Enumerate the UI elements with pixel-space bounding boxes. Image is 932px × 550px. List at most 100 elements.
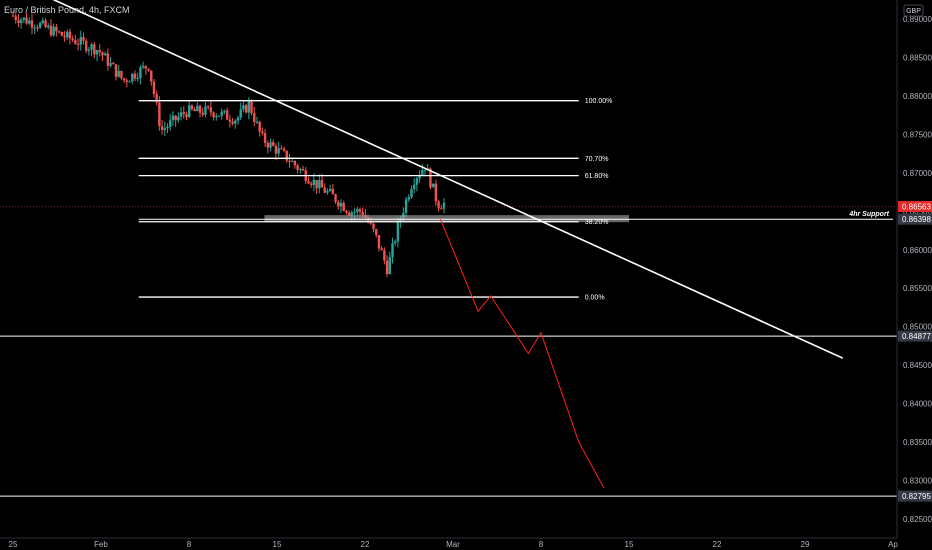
current-price-badge: 0.86563 (898, 201, 932, 213)
candle (22, 17, 26, 24)
fib-level-label: 0.00% (585, 295, 605, 302)
candle (163, 121, 166, 137)
candle-body (14, 16, 17, 21)
candle (345, 209, 348, 215)
candle-body (423, 169, 427, 171)
price-tick-label: 0.85000 (903, 323, 932, 332)
candle-body (28, 20, 31, 24)
candle-body (87, 49, 91, 51)
candle (307, 176, 310, 185)
candle (90, 42, 93, 57)
candle (28, 17, 31, 25)
time-tick-label: 15 (625, 540, 634, 549)
candle (318, 174, 321, 194)
candle-body (396, 222, 400, 242)
candle-body (84, 40, 88, 51)
candle (385, 255, 389, 277)
candle (169, 113, 172, 131)
candle-body (353, 211, 356, 213)
candle-body (328, 188, 332, 191)
candle-body (274, 145, 278, 154)
time-tick-label: 25 (9, 540, 18, 549)
badge-label: 0.86563 (902, 203, 931, 212)
candle (17, 14, 20, 28)
candle (372, 222, 375, 233)
candle-body (185, 114, 188, 117)
candle (380, 246, 383, 251)
candle-body (139, 67, 142, 79)
candle-body (141, 65, 145, 68)
candle (71, 35, 74, 42)
candle-body (301, 169, 305, 171)
candle-body (342, 202, 345, 211)
candle-body (155, 94, 158, 103)
candle-body (434, 183, 438, 202)
candle (255, 116, 259, 124)
price-tick-label: 0.83500 (903, 438, 932, 447)
time-axis-panel[interactable] (0, 538, 897, 550)
candle-body (122, 78, 126, 81)
currency-label: GBP (906, 8, 921, 15)
candle-body (280, 148, 283, 150)
level-price-badge: 0.82795 (898, 490, 932, 502)
badge-box (898, 330, 932, 342)
candle (285, 150, 288, 164)
candle (277, 141, 280, 157)
candle (30, 13, 34, 35)
candle (101, 51, 104, 61)
badge-box (898, 490, 932, 502)
candle (223, 109, 226, 115)
candle (437, 199, 440, 212)
candle (315, 179, 318, 195)
candle (388, 251, 391, 275)
candle-body (22, 17, 26, 20)
candle (339, 199, 343, 213)
candle (309, 181, 313, 188)
candle (228, 114, 232, 128)
candle (421, 164, 424, 176)
price-tick-label: 0.89000 (903, 15, 932, 24)
candle-body (95, 50, 99, 55)
candle (125, 78, 129, 88)
candle (293, 159, 297, 169)
candle-body (380, 248, 383, 251)
candle (225, 107, 229, 120)
candle (334, 193, 337, 205)
candle-body (68, 31, 72, 39)
candle (147, 68, 150, 72)
candle-body (52, 26, 55, 36)
candle-body (201, 112, 204, 115)
level-price-badge: 0.86398 (898, 213, 932, 225)
time-tick-label: Ap (888, 540, 898, 549)
candle-body (166, 126, 169, 129)
candle (201, 107, 204, 117)
time-tick-label: 22 (361, 540, 370, 549)
candle (242, 99, 245, 113)
drawing-labels: 4hr Support 100.00% 70.70% 61.80% 38.20% 0.00… (585, 98, 890, 301)
fib-level-label: 100.00% (585, 98, 613, 105)
price-axis-panel[interactable] (897, 0, 932, 538)
candle-body (179, 112, 183, 117)
candle-body (38, 23, 42, 28)
badge-label: 0.86398 (902, 215, 931, 224)
candle-body (309, 183, 313, 185)
candle-body (133, 73, 137, 79)
candle (117, 65, 120, 78)
candle (391, 237, 394, 264)
candle (244, 103, 248, 114)
candle-body (225, 110, 229, 120)
candle-body (206, 106, 210, 108)
candle-body (372, 223, 375, 230)
candle (412, 177, 416, 194)
candle-body (106, 53, 110, 66)
candle (49, 19, 53, 37)
candle-body (209, 107, 213, 113)
candle (212, 111, 215, 121)
candle (220, 108, 223, 120)
price-tick-label: 0.87500 (903, 131, 932, 140)
candle (282, 146, 286, 153)
candle-body (412, 184, 416, 190)
currency-badge[interactable]: GBP (903, 4, 924, 17)
candle-body (388, 257, 391, 274)
